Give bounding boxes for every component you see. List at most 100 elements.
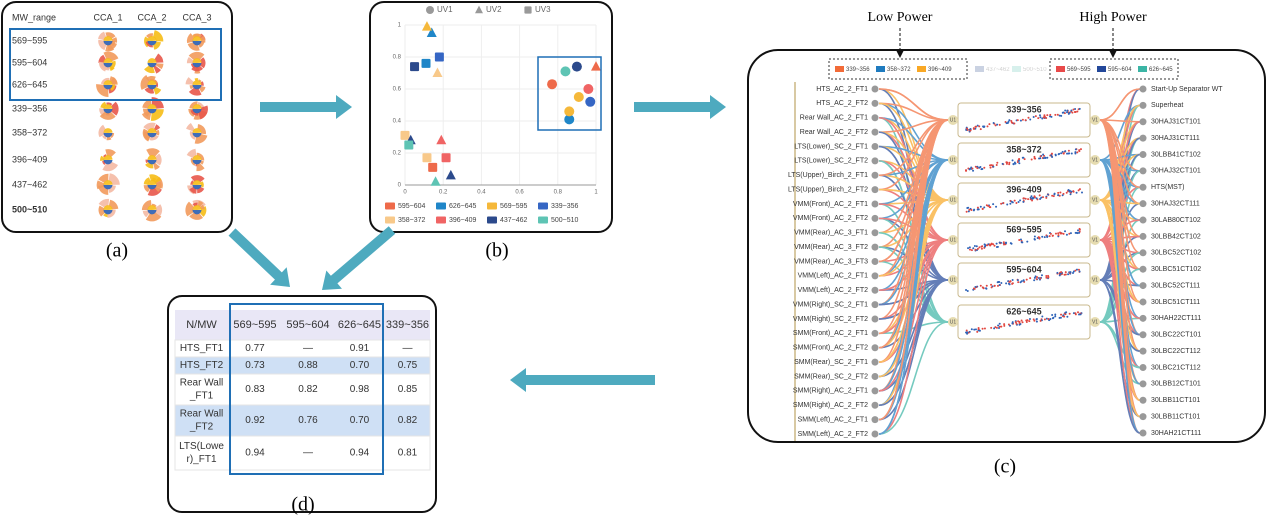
scatter-dot	[1043, 115, 1046, 118]
row-label: 396~409	[12, 154, 47, 164]
glyph-wedge	[197, 102, 204, 108]
scatter-dot	[1069, 271, 1072, 274]
scatter-dot	[1025, 321, 1028, 324]
glyph-wedge	[192, 40, 202, 46]
high-power-title: High Power	[1079, 10, 1147, 25]
glyph-wedge	[199, 85, 206, 93]
column-header: CCA_2	[137, 12, 166, 22]
scatter-dot	[1020, 319, 1023, 322]
glyph-wedge	[110, 84, 116, 91]
right-node-label: 30HAJ32CT101	[1151, 168, 1201, 175]
scatter-dot	[981, 245, 984, 248]
scatter-dot	[1057, 232, 1060, 235]
scatter-dot	[997, 324, 1000, 327]
right-node-label: 30LBB41CT102	[1151, 151, 1201, 158]
scatter-dot	[1066, 111, 1069, 114]
flow-link	[1099, 199, 1141, 418]
scatter-dot	[998, 283, 1001, 286]
scatter-dot	[1078, 313, 1081, 316]
scatter-dot	[1042, 157, 1045, 160]
scatter-dot	[1066, 315, 1069, 318]
legend-label: UV2	[486, 5, 502, 14]
left-node-label: SMM(Rear)_SC_2_FT2	[794, 373, 868, 380]
scatter-dot	[1047, 274, 1050, 277]
scatter-dot	[1001, 162, 1004, 165]
glyph-wedge	[190, 180, 195, 185]
glyph-wedge	[103, 128, 113, 133]
scatter-dot	[1069, 193, 1072, 196]
table-header: N/MW	[186, 319, 217, 331]
row-label: 595~604	[12, 57, 47, 67]
scatter-dot	[1075, 231, 1078, 234]
glyph-wedge	[147, 205, 157, 210]
scatter-dot	[1043, 114, 1046, 117]
scatter-dot	[990, 286, 993, 289]
scatter-dot	[1042, 196, 1045, 199]
scatter-dot	[998, 280, 1001, 283]
flow-arrow	[228, 228, 290, 287]
cca-box-title: 569~595	[1006, 224, 1041, 234]
glyph-wedge	[108, 185, 116, 193]
left-node-label: SMM(Rear)_SC_2_FT1	[794, 359, 868, 366]
scatter-dot	[1013, 199, 1016, 202]
right-node-label: 30LBC51CT102	[1151, 266, 1201, 273]
legend-swatch	[538, 202, 548, 210]
scatter-dot	[1041, 315, 1044, 318]
left-node-label: LTS(Upper)_Birch_2_FT1	[788, 172, 868, 179]
glyph-wedge	[153, 124, 161, 131]
scatter-dot	[1035, 278, 1038, 281]
scatter-dot	[965, 288, 968, 291]
right-node-label: 30LBB12CT101	[1151, 381, 1201, 388]
left-node	[871, 286, 879, 294]
scatter-dot	[1039, 155, 1042, 158]
scatter-dot	[1016, 119, 1019, 122]
right-node	[1139, 200, 1147, 208]
glyph-wedge	[102, 161, 118, 172]
scatter-dot	[1076, 151, 1079, 154]
scatter-dot	[973, 208, 976, 211]
scatter-dot	[1003, 242, 1006, 245]
scatter-dot	[981, 286, 984, 289]
glyph-wedge	[192, 209, 202, 215]
glyph-wedge	[99, 111, 116, 120]
scatter-dot	[975, 245, 978, 248]
scatter-dot	[967, 247, 970, 250]
scatter-dot	[976, 247, 979, 250]
legend-label: UV3	[535, 5, 551, 14]
scatter-dot	[1045, 276, 1048, 279]
glyph-wedge	[153, 162, 160, 170]
legend-symbol	[524, 6, 532, 14]
left-node-label: VMM(Right)_SC_2_FT1	[793, 301, 868, 308]
scatter-dot	[1054, 232, 1057, 235]
right-node	[1139, 331, 1147, 339]
right-node	[1139, 396, 1147, 404]
y-tick-label: 0.6	[393, 87, 402, 93]
scatter-dot	[1017, 281, 1020, 284]
scatter-dot	[1074, 312, 1077, 315]
glyph-wedge	[198, 105, 208, 120]
scatter-dot	[1074, 152, 1077, 155]
left-node	[871, 315, 879, 323]
scatter-dot	[993, 327, 996, 330]
right-node-label: Start-Up Separator WT	[1151, 86, 1223, 93]
scatter-dot	[1054, 315, 1057, 318]
left-node	[871, 128, 879, 136]
scatter-dot	[1027, 198, 1030, 201]
legend-label: 626~645	[449, 203, 477, 210]
glyph-wedge	[200, 35, 206, 43]
scatter-dot	[1067, 188, 1070, 191]
legend-swatch	[1056, 66, 1065, 72]
left-node	[871, 157, 879, 165]
scatter-dot	[966, 331, 969, 334]
y-tick-label: 0	[398, 183, 402, 189]
scatter-dot	[1051, 155, 1054, 158]
legend-swatch	[385, 202, 395, 210]
scatter-dot	[973, 128, 976, 131]
scatter-dot	[1008, 161, 1011, 164]
u-label: U1	[950, 157, 957, 163]
scatter-dot	[989, 166, 992, 169]
glyph-wedge	[144, 65, 155, 74]
scatter-dot	[974, 248, 977, 251]
right-node	[1139, 380, 1147, 388]
scatter-dot	[1051, 194, 1054, 197]
